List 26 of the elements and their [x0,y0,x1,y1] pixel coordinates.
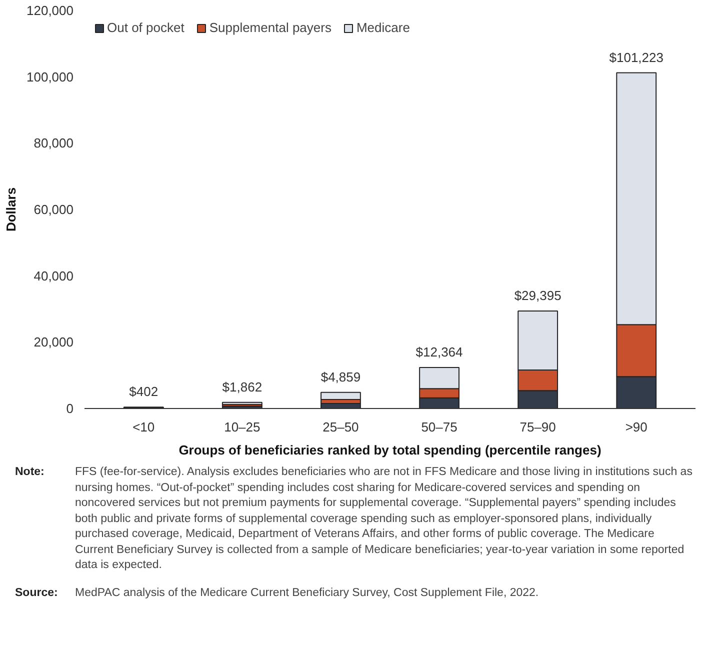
total-label: $29,395 [514,288,562,304]
x-tick-label: 25–50 [322,420,359,434]
legend-label: Medicare [356,20,410,35]
total-label: $12,364 [416,344,463,360]
y-tick-label: 120,000 [26,3,74,18]
total-label: $101,223 [609,50,664,65]
y-tick-label: 80,000 [34,136,74,151]
y-axis-title: Dollars [4,187,19,232]
total-label: $1,862 [222,379,262,394]
x-tick-label: 50–75 [421,420,458,434]
total-label: $4,859 [320,369,361,384]
y-tick-label: 20,000 [34,334,74,350]
x-tick-label: <10 [132,420,155,434]
text: Note: FFS (fee-for-service). Analysis excludes beneficiaries who are not in FFS Medicare and those living in institutions such as nursing homes. “Out-of-pocket” spending includes cost sharing for Medicare-covered services and spending on noncovered services but not premium payments for supplemental coverage. “Supplemental payers” spending includes both public and private forms of supplemental coverage spending such as employer-sponsored plans, individually purchased coverage, Medicaid, Department of Veterans Affairs, and other forms of public coverage. The Medicare Current Beneficiary Survey is collected from a sample of Medicare beneficiaries; year-to-year variation in some reported data is expected. [15,466,692,572]
y-tick-label: 60,000 [34,202,74,217]
legend-label: Out of pocket [107,20,184,35]
legend-label: Supplemental payers [209,20,332,35]
total-label: $402 [129,384,158,400]
x-tick-label: 75–90 [520,420,556,434]
y-tick-label: 40,000 [34,268,74,284]
x-tick-label: 10–25 [224,420,260,434]
text: Source: MedPAC analysis of the Medicare Current Beneficiary Survey, Cost Supplement File, 2022. [15,586,539,599]
x-tick-label: >90 [625,420,648,434]
y-tick-label: 0 [66,401,74,416]
y-tick-label: 100,000 [26,69,74,84]
x-axis-title: Groups of beneficiaries ranked by total spending (percentile ranges) [178,442,602,458]
